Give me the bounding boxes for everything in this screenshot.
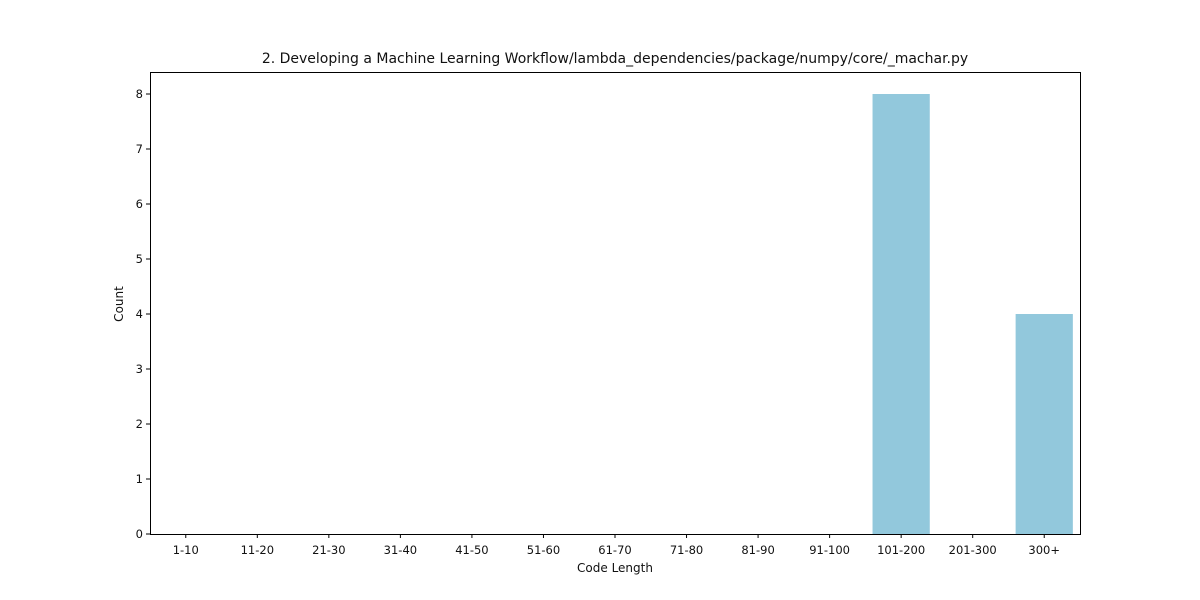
y-tick-label: 3 xyxy=(136,362,143,376)
x-tick-label: 11-20 xyxy=(241,543,274,557)
x-tick-label: 1-10 xyxy=(173,543,199,557)
y-tick-label: 7 xyxy=(136,142,143,156)
y-tick-label: 4 xyxy=(136,307,143,321)
bars-group xyxy=(872,94,1073,534)
bar-101-200 xyxy=(872,94,930,534)
y-tick-label: 2 xyxy=(136,417,143,431)
y-tick-label: 1 xyxy=(136,472,143,486)
x-tick-label: 101-200 xyxy=(877,543,925,557)
y-axis: 0 1 2 3 4 5 6 7 8 xyxy=(136,87,150,541)
x-axis-label: Code Length xyxy=(577,561,653,575)
x-tick-label: 31-40 xyxy=(384,543,417,557)
x-tick-label: 300+ xyxy=(1028,543,1060,557)
x-tick-label: 91-100 xyxy=(809,543,850,557)
x-tick-label: 21-30 xyxy=(312,543,345,557)
x-tick-label: 81-90 xyxy=(741,543,774,557)
y-tick-label: 0 xyxy=(136,527,143,541)
plot-frame xyxy=(150,72,1081,535)
y-axis-label: Count xyxy=(112,286,126,322)
y-tick-label: 8 xyxy=(136,87,143,101)
chart-title: 2. Developing a Machine Learning Workflo… xyxy=(262,51,968,67)
x-tick-label: 61-70 xyxy=(598,543,631,557)
x-tick-label: 41-50 xyxy=(455,543,488,557)
x-axis: 1-10 11-20 21-30 31-40 41-50 51-60 61-70 71-80 8… xyxy=(173,534,1060,557)
x-tick-label: 201-300 xyxy=(949,543,997,557)
x-tick-label: 51-60 xyxy=(527,543,560,557)
x-tick-label: 71-80 xyxy=(670,543,703,557)
y-tick-label: 6 xyxy=(136,197,143,211)
bar-300+ xyxy=(1015,314,1073,534)
y-tick-label: 5 xyxy=(136,252,143,266)
